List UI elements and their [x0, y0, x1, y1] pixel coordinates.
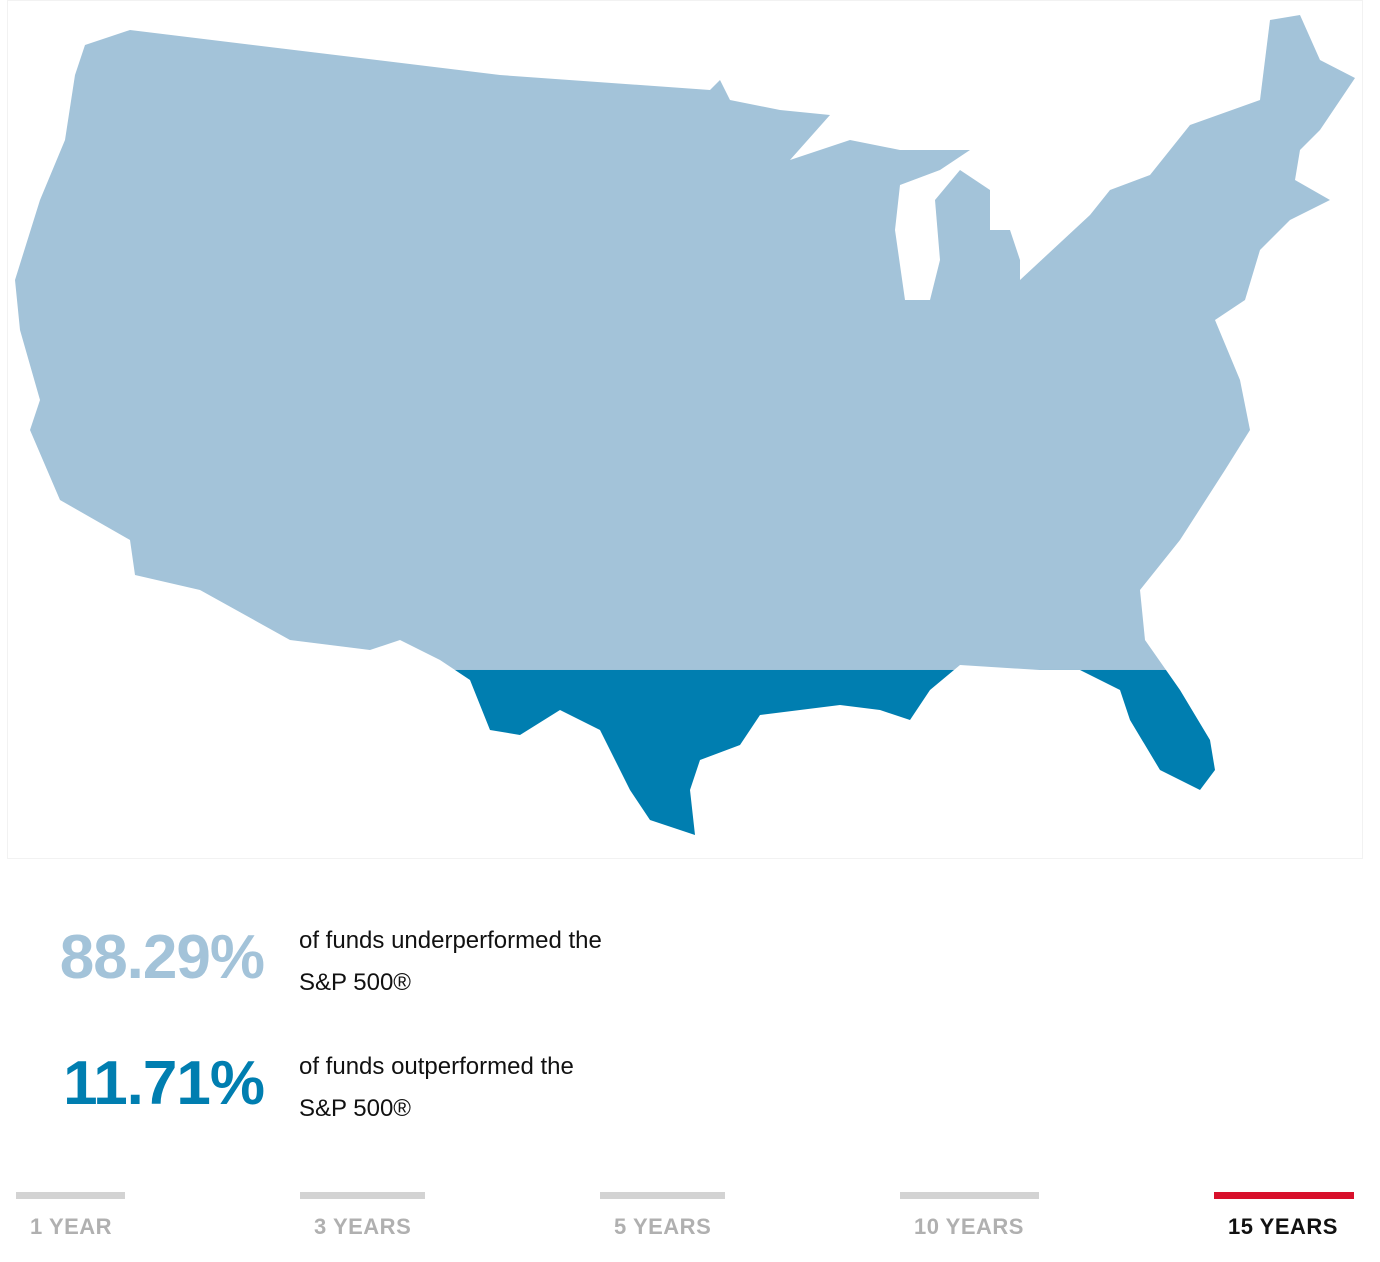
stat-text: of funds outperformed the S&P 500®	[299, 1046, 574, 1130]
tab[interactable]: 1 YEAR	[16, 1192, 125, 1240]
tab-label: 1 YEAR	[30, 1214, 113, 1239]
tab-bar	[300, 1192, 425, 1199]
tab[interactable]: 5 YEARS	[600, 1192, 725, 1240]
tab[interactable]: 10 YEARS	[900, 1192, 1039, 1240]
tab[interactable]: 15 YEARS	[1214, 1192, 1354, 1240]
stat-line: S&P 500®	[299, 1095, 411, 1122]
stat-line: S&P 500®	[299, 969, 411, 996]
tab-bar	[16, 1192, 125, 1199]
stat-line: of funds underperformed the	[299, 927, 602, 954]
stat-value: 88.29%	[59, 923, 265, 992]
map	[7, 0, 1363, 859]
tab-label: 10 YEARS	[914, 1214, 1024, 1239]
tab-bar	[900, 1192, 1039, 1199]
map-fill	[15, 15, 1355, 835]
tab-label: 3 YEARS	[314, 1214, 412, 1239]
tab-label: 15 YEARS	[1228, 1214, 1338, 1239]
tab-label: 5 YEARS	[614, 1214, 712, 1239]
tab[interactable]: 3 YEARS	[300, 1192, 425, 1240]
stat-value: 11.71%	[63, 1049, 265, 1118]
underperformed-area	[15, 15, 1355, 670]
stat-text: of funds underperformed the S&P 500®	[299, 920, 602, 1004]
tab-bar	[600, 1192, 725, 1199]
map-frame	[7, 0, 1363, 859]
outperformed-area	[15, 669, 1355, 835]
tab-bar	[1214, 1192, 1354, 1199]
stat-line: of funds outperformed the	[299, 1053, 574, 1080]
